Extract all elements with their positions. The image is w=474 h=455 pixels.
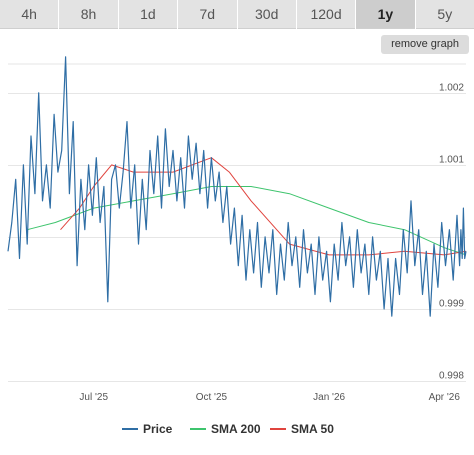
tab-1y[interactable]: 1y [356,0,415,29]
y-tick-label: 0.999 [439,299,464,310]
series-line-sma-200 [27,186,467,256]
x-tick-label: Jul '25 [79,392,108,403]
x-axis-labels: Jul '25 Oct '25 Jan '26 Apr '26 [79,392,460,403]
tab-7d[interactable]: 7d [178,0,237,29]
legend-label[interactable]: SMA 50 [291,422,334,436]
y-axis-labels: 0.998 0.999 1.001 1.002 [439,83,464,382]
legend-label[interactable]: SMA 200 [211,422,261,436]
tab-1d[interactable]: 1d [118,0,178,29]
y-tick-label: 0.998 [439,371,464,382]
x-tick-label: Jan '26 [313,392,345,403]
tab-5y[interactable]: 5y [415,0,474,29]
series-line-price [7,56,467,317]
time-range-tabs: 4h 8h 1d 7d 30d 120d 1y 5y [0,0,474,31]
legend-label[interactable]: Price [143,422,173,436]
x-tick-label: Apr '26 [429,392,461,403]
remove-graph-button[interactable]: remove graph [381,35,469,54]
tab-8h[interactable]: 8h [59,0,118,29]
y-tick-label: 1.001 [439,155,464,166]
tab-120d[interactable]: 120d [296,0,356,29]
grid [8,63,466,382]
series-lines [7,56,467,317]
tab-30d[interactable]: 30d [237,0,296,29]
x-tick-label: Oct '25 [196,392,228,403]
legend: Price SMA 200 SMA 50 [122,422,334,436]
tab-4h[interactable]: 4h [0,0,59,29]
y-tick-label: 1.002 [439,83,464,94]
series-line-sma-50 [60,157,467,256]
